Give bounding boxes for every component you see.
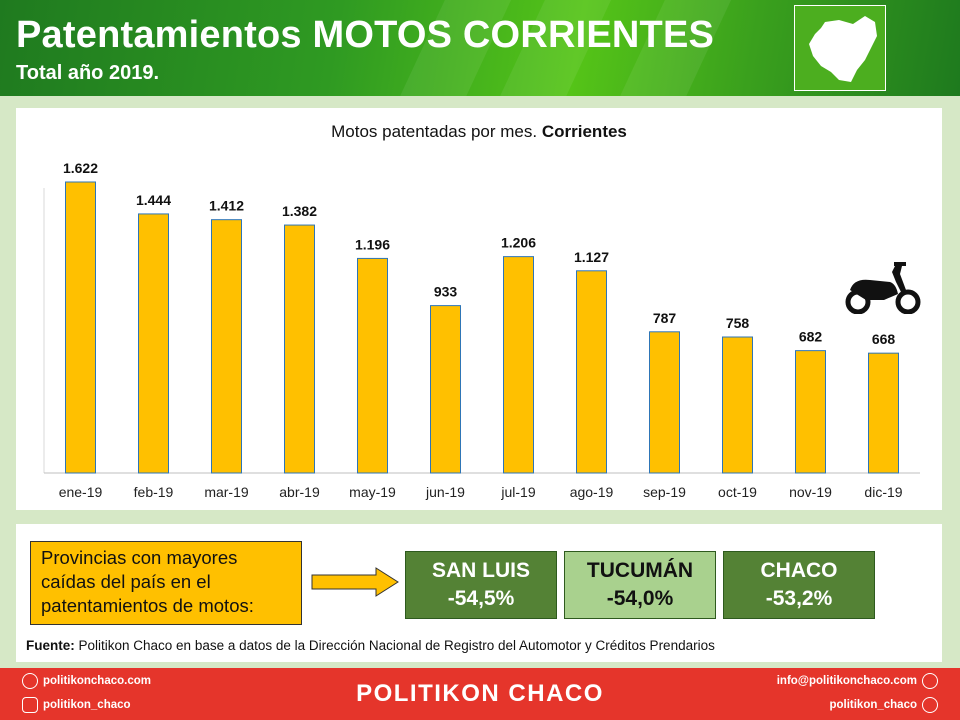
stat-tucuman: TUCUMÁN -54,0% — [564, 551, 716, 619]
footer-instagram-label: politikon_chaco — [43, 699, 131, 711]
bar — [868, 352, 899, 474]
globe-icon — [22, 673, 38, 689]
chart-title: Motos patentadas por mes. Corrientes — [16, 122, 942, 142]
stat-chaco: CHACO -53,2% — [723, 551, 875, 619]
stat-value: -54,0% — [606, 587, 674, 610]
footer-brand: POLITIKON CHACO — [356, 680, 604, 707]
callout-line: patentamientos de motos: — [41, 595, 254, 616]
twitter-icon — [922, 697, 938, 713]
bar — [357, 257, 388, 474]
footer-twitter[interactable]: politikon_chaco — [829, 697, 938, 713]
footer-email-label: info@politikonchaco.com — [776, 675, 917, 687]
x-tick-label: feb-19 — [134, 484, 174, 500]
stat-value: -54,5% — [447, 587, 515, 610]
chart-title-bold: Corrientes — [541, 122, 627, 141]
footer-instagram[interactable]: politikon_chaco — [22, 697, 131, 713]
x-tick-label: sep-19 — [643, 484, 686, 500]
data-label: 1.196 — [355, 236, 390, 252]
summary-panel: Provincias con mayores caídas del país e… — [16, 524, 942, 662]
data-label: 787 — [653, 310, 677, 326]
bar — [284, 224, 315, 474]
x-tick-label: jul-19 — [500, 484, 535, 500]
source-label: Fuente: — [26, 638, 75, 653]
bar — [503, 256, 534, 474]
data-label: 1.206 — [501, 235, 536, 251]
stat-name: TUCUMÁN — [586, 559, 694, 582]
stat-name: SAN LUIS — [431, 559, 530, 582]
data-label: 1.127 — [574, 249, 609, 265]
stat-value: -53,2% — [765, 587, 833, 610]
footer-web[interactable]: politikonchaco.com — [22, 673, 151, 689]
data-label: 1.412 — [209, 198, 244, 214]
corrientes-map-icon — [794, 5, 886, 91]
data-label: 933 — [434, 284, 458, 300]
source-note: Fuente: Politikon Chaco en base a datos … — [26, 638, 715, 653]
data-label: 1.382 — [282, 203, 317, 219]
data-label: 668 — [872, 331, 896, 347]
x-tick-label: may-19 — [349, 484, 396, 500]
x-tick-label: ago-19 — [570, 484, 614, 500]
chart-title-text: Motos patentadas por mes. — [331, 122, 538, 141]
x-tick-label: abr-19 — [279, 484, 320, 500]
x-tick-label: oct-19 — [718, 484, 757, 500]
data-label: 682 — [799, 329, 823, 345]
stat-san-luis: SAN LUIS -54,5% — [405, 551, 557, 619]
x-tick-label: nov-19 — [789, 484, 832, 500]
x-tick-label: ene-19 — [59, 484, 103, 500]
bar — [576, 270, 607, 474]
callout-line: caídas del país en el — [41, 571, 211, 592]
scooter-icon — [845, 262, 921, 314]
data-label: 758 — [726, 315, 750, 331]
instagram-icon — [22, 697, 38, 713]
footer-twitter-label: politikon_chaco — [829, 699, 917, 711]
bar — [649, 331, 680, 474]
bar-chart: 1.622 ene-19 1.444 feb-19 1.412 mar-19 1.382 ab… — [43, 160, 920, 500]
header-banner: Patentamientos MOTOS CORRIENTES Total añ… — [0, 0, 960, 96]
data-label: 1.622 — [63, 160, 98, 176]
bar — [211, 219, 242, 474]
provinces-callout: Provincias con mayores caídas del país e… — [30, 541, 302, 625]
page-title: Patentamientos MOTOS CORRIENTES — [16, 14, 715, 56]
arrow-right-icon — [311, 567, 399, 597]
callout-line: Provincias con mayores — [41, 547, 238, 568]
chart-panel: 1.622 ene-19 1.444 feb-19 1.412 mar-19 1.382 ab… — [16, 108, 942, 510]
x-tick-label: dic-19 — [864, 484, 902, 500]
data-label: 1.444 — [136, 192, 171, 208]
bar — [430, 305, 461, 474]
email-icon — [922, 673, 938, 689]
footer-email[interactable]: info@politikonchaco.com — [777, 673, 938, 689]
stat-name: CHACO — [760, 559, 838, 582]
bar — [65, 181, 96, 474]
x-tick-label: mar-19 — [204, 484, 249, 500]
x-tick-label: jun-19 — [425, 484, 465, 500]
bar — [138, 213, 169, 474]
footer-web-label: politikonchaco.com — [43, 675, 151, 687]
bar — [722, 336, 753, 474]
source-text: Politikon Chaco en base a datos de la Di… — [74, 638, 715, 653]
page-subtitle: Total año 2019. — [16, 62, 160, 84]
footer-bar: politikonchaco.com politikon_chaco POLIT… — [0, 668, 960, 720]
bar — [795, 350, 826, 474]
